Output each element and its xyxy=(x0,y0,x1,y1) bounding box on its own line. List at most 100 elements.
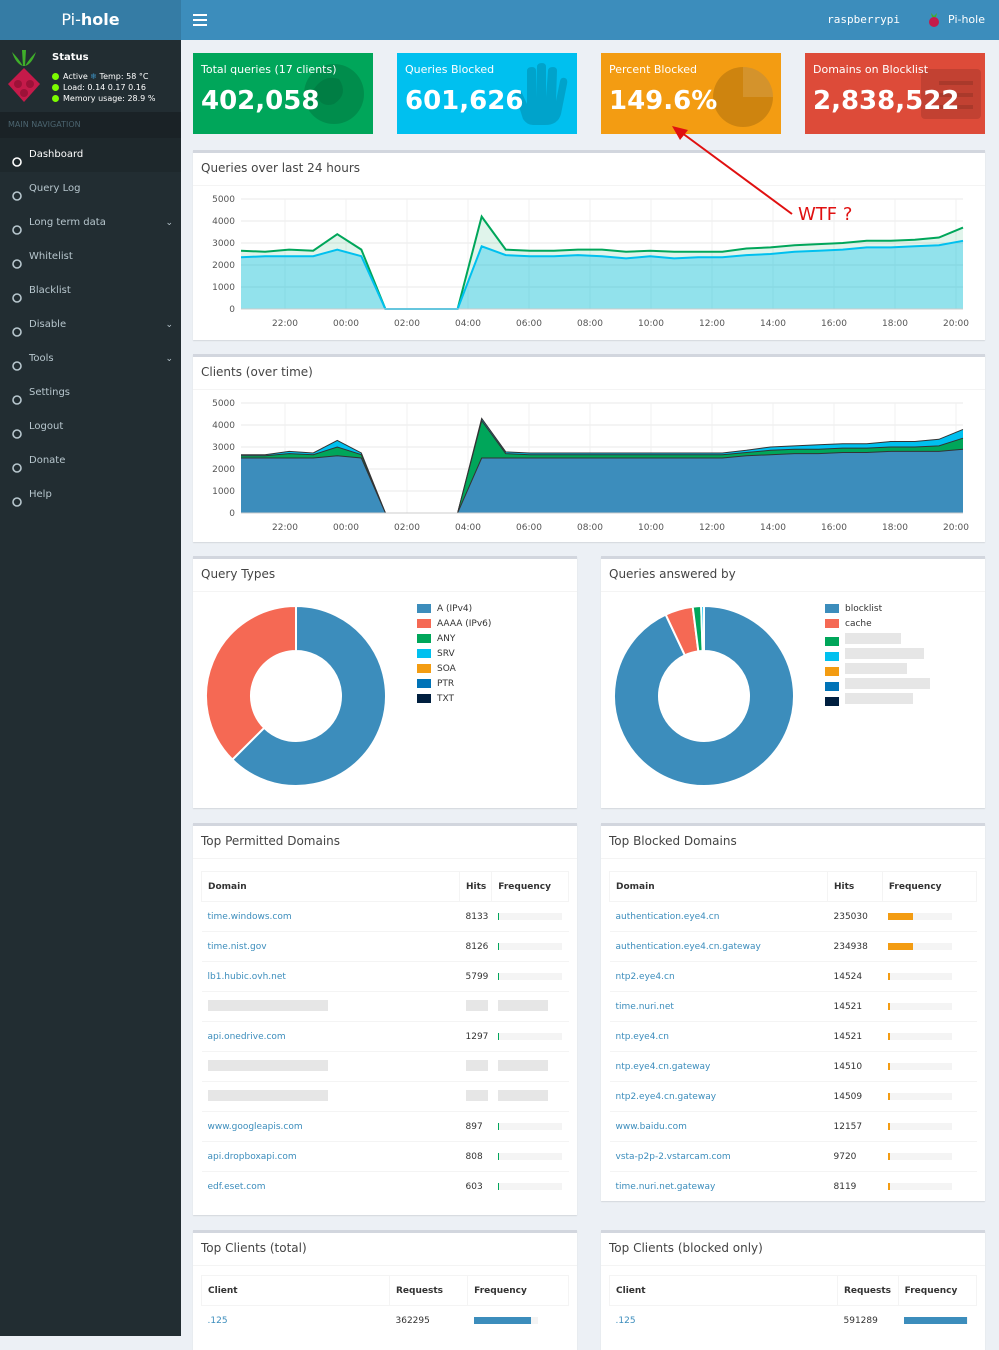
sidebar-item-tools[interactable]: Tools ⌄ xyxy=(0,342,181,376)
table-row: api.onedrive.com 1297 xyxy=(201,1021,569,1052)
status-panel: Status Active ❄ Temp: 58 °C Load: 0.14 0… xyxy=(0,40,181,112)
legend-item[interactable]: ANY xyxy=(417,633,491,648)
domain-link[interactable]: authentication.eye4.cn.gateway xyxy=(609,931,828,962)
column-header[interactable]: Frequency xyxy=(897,1275,978,1306)
sidebar-item-donate[interactable]: Donate xyxy=(0,444,181,478)
legend-item[interactable]: TXT xyxy=(417,693,491,708)
sidebar-item-query-log[interactable]: Query Log xyxy=(0,172,181,206)
column-header[interactable]: Frequency xyxy=(881,871,978,902)
pie-slice[interactable] xyxy=(205,604,297,762)
column-header[interactable]: Domain xyxy=(201,871,460,902)
app-logo[interactable]: Pi-hole xyxy=(0,0,181,40)
clients-chart-title: Clients (over time) xyxy=(193,357,985,390)
menu-toggle-icon[interactable] xyxy=(193,11,207,29)
pie-slice[interactable] xyxy=(700,604,705,653)
table-row: time.nuri.net 14521 xyxy=(609,991,977,1022)
sidebar-item-whitelist[interactable]: Whitelist xyxy=(0,240,181,274)
column-header[interactable]: Hits xyxy=(458,871,493,902)
redacted-label xyxy=(845,633,901,644)
legend-item[interactable] xyxy=(825,678,930,693)
sidebar-item-label: Long term data xyxy=(29,217,106,228)
hits-value: 362295 xyxy=(389,1305,468,1335)
redacted-frequency xyxy=(491,991,569,1022)
domain-link[interactable]: api.onedrive.com xyxy=(201,1021,460,1052)
sidebar-item-blacklist[interactable]: Blacklist xyxy=(0,274,181,308)
domain-link[interactable]: time.windows.com xyxy=(201,901,460,932)
domain-link[interactable]: vsta-p2p-2.vstarcam.com xyxy=(609,1141,828,1172)
legend-item[interactable] xyxy=(825,663,930,678)
queries-chart[interactable]: 0 1000 2000 3000 4000 5000 22:00 00:00 02:00 04:0… xyxy=(201,193,973,338)
pie-slice[interactable] xyxy=(613,604,795,787)
sidebar-item-logout[interactable]: Logout xyxy=(0,410,181,444)
frequency-cell xyxy=(882,931,977,962)
frequency-cell xyxy=(882,1141,977,1172)
raspberry-icon xyxy=(929,13,939,27)
table-header-row: Client Requests Frequency xyxy=(609,1275,978,1306)
legend-item[interactable]: cache xyxy=(825,618,930,633)
clock-icon xyxy=(12,216,22,235)
sidebar-item-long-term-data[interactable]: Long term data ⌄ xyxy=(0,206,181,240)
domain-link[interactable]: www.baidu.com xyxy=(609,1111,828,1142)
column-header[interactable]: Requests xyxy=(837,1275,899,1306)
query-types-doughnut[interactable] xyxy=(201,601,391,791)
legend-item[interactable]: SOA xyxy=(417,663,491,678)
top-blocked-table: Domain Hits Frequency authentication.eye4.c… xyxy=(609,871,978,1201)
sidebar-item-help[interactable]: Help xyxy=(0,478,181,512)
domain-link[interactable]: ntp.eye4.cn.gateway xyxy=(609,1051,828,1082)
legend-item[interactable] xyxy=(825,633,930,648)
legend-item[interactable] xyxy=(825,648,930,663)
domain-link[interactable]: time.nuri.net xyxy=(609,991,828,1022)
frequency-cell xyxy=(882,961,977,992)
sidebar-item-label: Whitelist xyxy=(29,251,73,262)
legend-item[interactable] xyxy=(825,693,930,708)
frequency-bar xyxy=(497,1033,562,1040)
column-header[interactable]: Requests xyxy=(388,1275,469,1306)
legend-item[interactable]: AAAA (IPv6) xyxy=(417,618,491,633)
chevron-down-icon: ⌄ xyxy=(165,320,173,330)
table-row: time.nuri.net.gateway 8119 xyxy=(609,1171,977,1201)
domain-link[interactable]: .125 xyxy=(609,1305,838,1335)
domain-link[interactable]: ntp.eye4.cn xyxy=(609,1021,828,1052)
domain-link[interactable]: .125 xyxy=(201,1305,390,1335)
sidebar-item-disable[interactable]: Disable ⌄ xyxy=(0,308,181,342)
domain-link[interactable]: ntp2.eye4.cn xyxy=(609,961,828,992)
domain-link[interactable]: lb1.hubic.ovh.net xyxy=(201,961,460,992)
stat-value: 2,838,522 xyxy=(813,86,960,116)
column-header[interactable]: Client xyxy=(609,1275,838,1306)
x-tick-label: 16:00 xyxy=(821,523,847,533)
legend-item[interactable]: SRV xyxy=(417,648,491,663)
column-header[interactable]: Frequency xyxy=(491,871,569,902)
legend-item[interactable]: A (IPv4) xyxy=(417,603,491,618)
domain-link[interactable]: time.nist.gov xyxy=(201,931,460,962)
domain-link[interactable]: edf.eset.com xyxy=(201,1171,460,1201)
sidebar-item-dashboard[interactable]: Dashboard xyxy=(0,138,181,172)
y-tick-label: 5000 xyxy=(212,195,235,205)
x-tick-label: 16:00 xyxy=(821,319,847,329)
top-permitted-box: Top Permitted Domains Domain Hits Frequenc… xyxy=(193,823,577,1215)
column-header[interactable]: Client xyxy=(201,1275,390,1306)
sidebar-item-label: Settings xyxy=(29,387,71,398)
domain-link[interactable]: authentication.eye4.cn xyxy=(609,901,828,932)
domain-link[interactable]: www.googleapis.com xyxy=(201,1111,460,1142)
domain-link[interactable]: time.nuri.net.gateway xyxy=(609,1171,828,1201)
sidebar-item-settings[interactable]: Settings xyxy=(0,376,181,410)
clients-chart[interactable]: 0 1000 2000 3000 4000 5000 22:00 00:00 02:00 04:0… xyxy=(201,397,973,542)
answered-by-doughnut[interactable] xyxy=(609,601,799,791)
stop-icon xyxy=(12,318,22,337)
column-header[interactable]: Frequency xyxy=(467,1275,569,1306)
domain-link[interactable]: ntp2.eye4.cn.gateway xyxy=(609,1081,828,1112)
column-header[interactable]: Hits xyxy=(827,871,883,902)
hits-value: 235030 xyxy=(827,901,883,932)
nav-header: MAIN NAVIGATION xyxy=(0,112,181,138)
legend-item[interactable]: PTR xyxy=(417,678,491,693)
table-row: edf.eset.com 603 xyxy=(201,1171,569,1201)
stat-label: Total queries (17 clients) xyxy=(201,63,337,76)
column-header[interactable]: Domain xyxy=(609,871,828,902)
domain-link[interactable]: api.dropboxapi.com xyxy=(201,1141,460,1172)
legend-item[interactable]: blocklist xyxy=(825,603,930,618)
pie-slice[interactable] xyxy=(230,604,387,787)
hits-value: 8119 xyxy=(827,1171,883,1201)
y-tick-label: 4000 xyxy=(212,217,235,227)
user-menu[interactable]: Pi-hole xyxy=(948,13,985,26)
logo-prefix: Pi- xyxy=(61,10,81,29)
